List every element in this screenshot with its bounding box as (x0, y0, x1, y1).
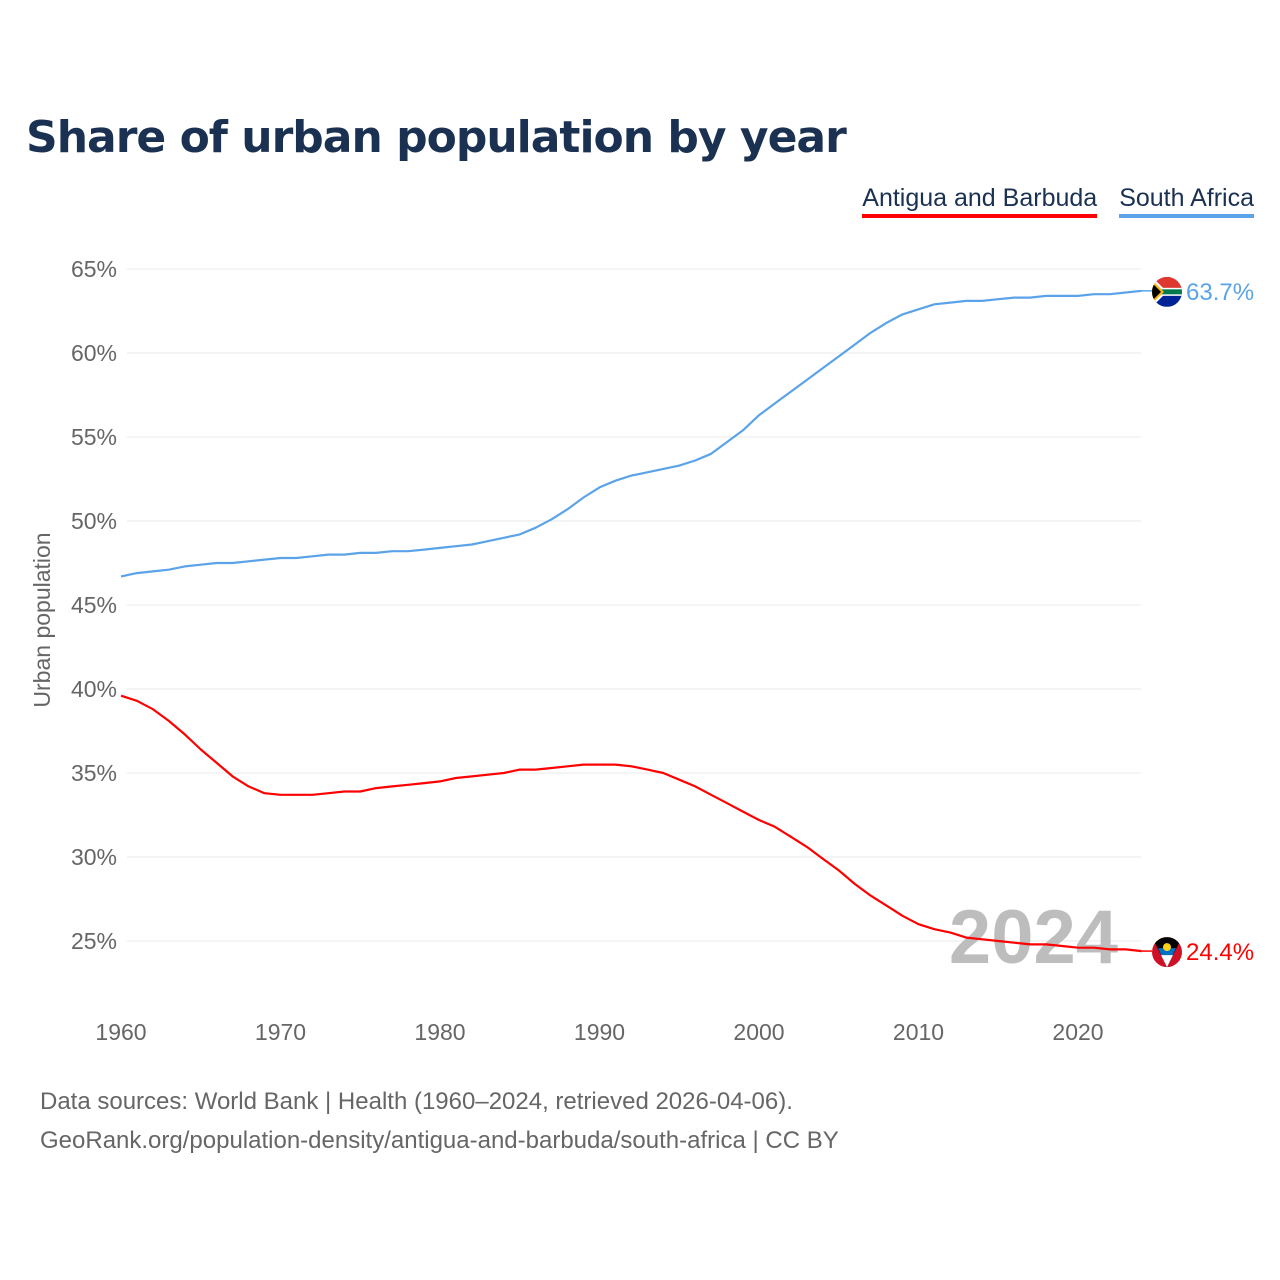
y-tick-label: 60% (71, 340, 117, 366)
x-tick-label: 2020 (1052, 1019, 1103, 1045)
y-tick-label: 40% (71, 676, 117, 702)
flag-white (1161, 955, 1173, 968)
x-tick-label: 2000 (733, 1019, 784, 1045)
source-text: Data sources: World Bank | Health (1960–… (40, 1088, 793, 1115)
flag-sun (1163, 943, 1171, 952)
y-tick-label: 25% (71, 928, 117, 954)
y-tick-label: 55% (71, 424, 117, 450)
y-tick-label: 50% (71, 508, 117, 534)
legend-item-antigua[interactable]: Antigua and Barbuda (862, 184, 1098, 218)
y-tick-label: 35% (71, 760, 117, 786)
end-value-label: 24.4% (1186, 939, 1254, 966)
south-africa-flag-icon (1152, 276, 1182, 307)
y-tick-label: 30% (71, 844, 117, 870)
flag-green (1152, 289, 1182, 295)
chart-title: Share of urban population by year (26, 112, 847, 163)
y-tick-label: 65% (71, 256, 117, 282)
end-value-label: 63.7% (1186, 279, 1254, 306)
series-line-antigua-and-barbuda (120, 694, 1142, 953)
x-tick-label: 1980 (414, 1019, 465, 1045)
antigua-and-barbuda-flag-icon (1152, 937, 1182, 968)
legend-item-south-africa[interactable]: South Africa (1119, 184, 1254, 218)
legend: Antigua and Barbuda South Africa (862, 184, 1254, 218)
x-tick-label: 1960 (95, 1019, 146, 1045)
y-axis-label: Urban population (29, 532, 55, 707)
x-tick-label: 2010 (893, 1019, 944, 1045)
y-tick-label: 45% (71, 592, 117, 618)
flag-black (1152, 282, 1161, 301)
x-tick-label: 1970 (255, 1019, 306, 1045)
series-line-south-africa (120, 289, 1142, 578)
source-url[interactable]: GeoRank.org/population-density/antigua-a… (40, 1127, 839, 1154)
x-tick-label: 1990 (574, 1019, 625, 1045)
year-watermark: 2024 (949, 895, 1118, 980)
